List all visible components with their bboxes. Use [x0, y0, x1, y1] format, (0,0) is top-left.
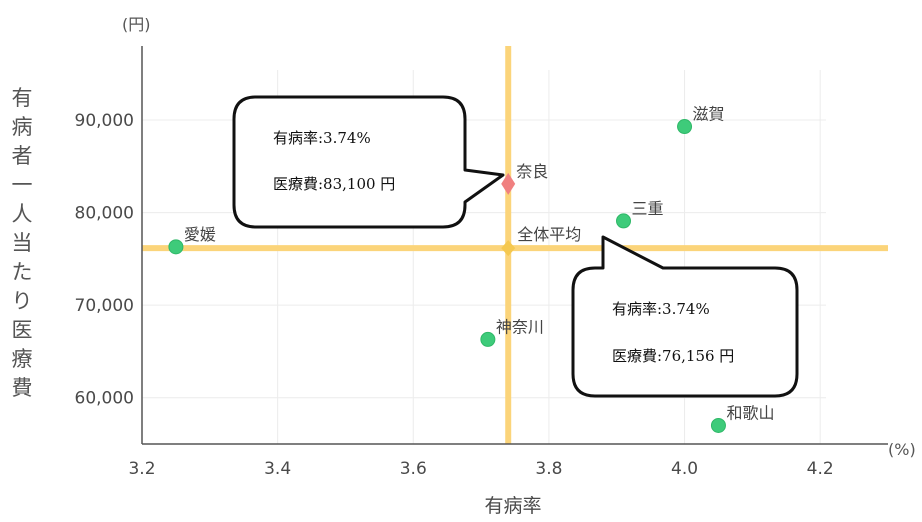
- point-marker: [616, 213, 632, 229]
- x-tick-label: 4.0: [671, 459, 698, 479]
- x-tick-label: 3.2: [128, 459, 155, 479]
- y-axis-title-char: り: [12, 289, 33, 313]
- average-label: 全体平均: [517, 225, 581, 244]
- point-label: 愛媛: [184, 225, 216, 244]
- y-axis-title-char: 有: [12, 86, 33, 110]
- y-axis-title-char: 療: [12, 347, 33, 371]
- y-axis-title-char: 病: [12, 115, 33, 139]
- point-marker: [501, 172, 516, 195]
- y-tick-label: 90,000: [75, 111, 134, 131]
- callout-line: 有病率:3.74%: [612, 300, 710, 318]
- callout-line: 医療費:83,100 円: [273, 175, 395, 193]
- x-tick-label: 4.2: [807, 459, 834, 479]
- y-axis-title-char: 費: [12, 376, 33, 400]
- x-unit-label: (%): [888, 440, 916, 459]
- point-marker: [480, 331, 496, 347]
- x-tick-label: 3.6: [400, 459, 427, 479]
- callout-bubble: [232, 95, 505, 229]
- callout-nara: 有病率:3.74% 医療費:83,100 円: [232, 95, 505, 229]
- axes: 60,000 70,000 80,000 90,000 3.2 3.4 3.6 3.8 4.0 4…: [75, 46, 888, 479]
- x-tick-label: 3.8: [535, 459, 562, 479]
- point-label: 神奈川: [496, 317, 544, 336]
- callout-average: 有病率:3.74% 医療費:76,156 円: [571, 235, 799, 398]
- point-marker: [677, 119, 693, 135]
- average-marker: [501, 240, 516, 257]
- y-axis-title-char: 者: [12, 144, 33, 168]
- point-label: 三重: [632, 199, 664, 218]
- point-marker: [710, 417, 726, 433]
- point-label: 滋賀: [693, 105, 725, 124]
- y-unit-label: (円): [122, 15, 151, 34]
- callout-bubble: [571, 235, 799, 398]
- average-lines: 全体平均: [142, 46, 888, 444]
- y-tick-label: 70,000: [75, 296, 134, 316]
- callout-line: 有病率:3.74%: [273, 129, 371, 147]
- point-marker: [168, 239, 184, 255]
- x-axis-title: 有病率: [484, 495, 541, 517]
- point-label: 和歌山: [726, 403, 774, 422]
- x-tick-label: 3.4: [264, 459, 291, 479]
- y-axis-title-char: 一: [12, 173, 33, 197]
- y-axis-title-char: 人: [12, 202, 33, 226]
- y-axis-title-char: た: [12, 260, 33, 284]
- y-axis-title-char: 当: [12, 231, 33, 255]
- y-tick-label: 80,000: [75, 204, 134, 224]
- y-axis-title-char: 医: [12, 318, 33, 342]
- point-label: 奈良: [516, 162, 548, 181]
- callout-line: 医療費:76,156 円: [612, 347, 734, 365]
- y-tick-label: 60,000: [75, 389, 134, 409]
